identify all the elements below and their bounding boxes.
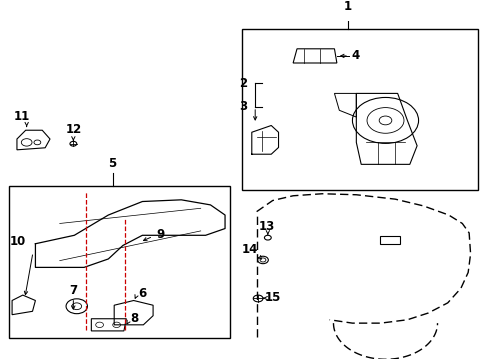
- Bar: [379, 236, 399, 244]
- Text: 13: 13: [258, 220, 274, 233]
- Text: 4: 4: [351, 49, 359, 62]
- Text: 12: 12: [65, 123, 81, 136]
- Text: 7: 7: [69, 284, 77, 297]
- Text: 10: 10: [10, 235, 26, 248]
- Text: 5: 5: [108, 157, 117, 170]
- Text: 14: 14: [241, 243, 258, 256]
- Text: 2: 2: [239, 77, 247, 90]
- Text: 11: 11: [14, 110, 30, 123]
- Text: 15: 15: [264, 291, 281, 304]
- Text: 1: 1: [344, 0, 351, 13]
- Text: 9: 9: [156, 228, 164, 241]
- Text: 8: 8: [130, 312, 138, 325]
- Bar: [9, 186, 229, 338]
- Bar: [242, 29, 477, 190]
- Text: 3: 3: [239, 100, 247, 113]
- Text: 6: 6: [138, 287, 146, 300]
